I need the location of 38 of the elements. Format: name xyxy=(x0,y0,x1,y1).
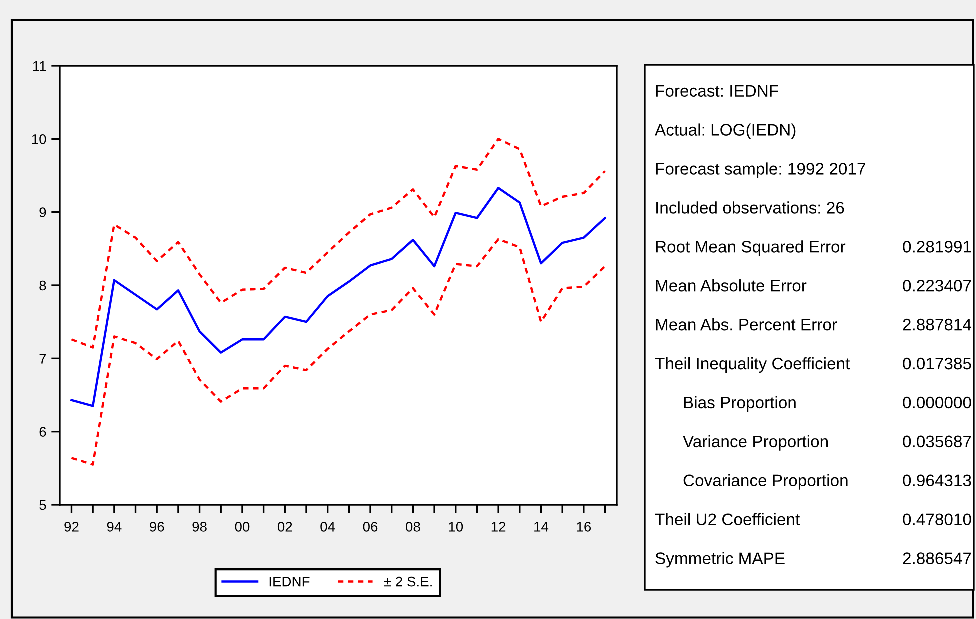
x-tick-label: 92 xyxy=(64,522,79,532)
text: Variance Proportion 0.035687 xyxy=(683,435,972,451)
line-series xyxy=(70,138,606,349)
x-tick-label: 08 xyxy=(406,522,420,532)
x-tick-label: 96 xyxy=(150,522,164,532)
line-series xyxy=(70,187,606,408)
text: Included observations: 26 xyxy=(656,202,844,214)
text: Bias Proportion 0.000000 xyxy=(684,396,972,412)
x-tick-label: 94 xyxy=(107,522,122,532)
y-tick-label: 5 xyxy=(40,500,46,510)
text: Root Mean Squared Error 0.281991 xyxy=(656,240,972,256)
x-tick-label: 10 xyxy=(449,522,464,532)
text: Mean Abs. Percent Error 2.887814 xyxy=(656,318,972,331)
x-tick-label: 02 xyxy=(278,522,292,532)
legend-label: ± 2 S.E. xyxy=(384,576,432,587)
x-tick-label: 16 xyxy=(577,522,592,532)
x-tick-label: 06 xyxy=(363,522,378,532)
text: Forecast: IEDNF xyxy=(656,85,778,97)
line-series xyxy=(70,238,606,466)
x-tick-label: 98 xyxy=(192,522,207,532)
text: Forecast sample: 1992 2017 xyxy=(656,162,866,178)
text: Theil U2 Coefficient 0.478010 xyxy=(655,513,972,526)
x-tick-label: 00 xyxy=(235,522,250,532)
y-tick-label: 8 xyxy=(40,280,46,291)
y-tick-label: 9 xyxy=(40,208,46,218)
x-tick-label: 04 xyxy=(320,522,336,532)
y-tick-label: 10 xyxy=(32,134,46,144)
legend-label: IEDNF xyxy=(270,577,310,587)
text: Mean Absolute Error 0.223407 xyxy=(656,280,972,292)
y-tick-label: 7 xyxy=(40,354,46,364)
text: Actual: LOG(IEDN) xyxy=(655,124,796,140)
x-tick-label: 14 xyxy=(534,522,549,532)
text: Covariance Proportion 0.964313 xyxy=(684,474,972,490)
text: Theil Inequality Coefficient 0.017385 xyxy=(655,357,972,373)
text: Symmetric MAPE 2.886547 xyxy=(656,552,972,568)
x-tick-label: 12 xyxy=(492,522,506,532)
y-tick-label: 11 xyxy=(33,61,46,72)
y-tick-label: 6 xyxy=(40,427,46,438)
